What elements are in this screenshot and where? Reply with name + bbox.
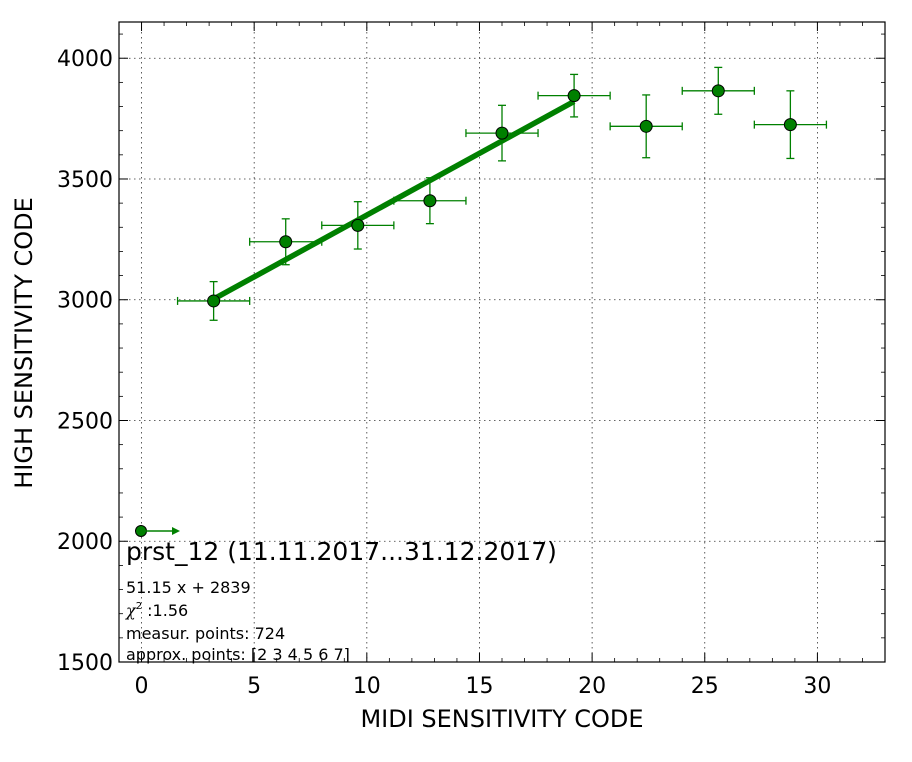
legend: prst_12 (11.11.2017...31.12.2017) 51.15 … [125,525,557,664]
legend-measur-points: measur. points: 724 [126,624,285,643]
legend-equation: 51.15 x + 2839 [126,578,251,597]
chi-symbol: χ [125,601,137,620]
legend-title: prst_12 (11.11.2017...31.12.2017) [126,537,557,566]
y-tick-label: 4000 [57,47,113,72]
fit-line [212,99,576,302]
data-point [783,118,797,132]
data-points [207,84,797,308]
data-point [279,235,293,249]
tick-labels: 0 5 10 15 20 25 30 1500 2000 2500 3000 3500 4000 [57,47,831,699]
data-point [567,89,581,103]
fit-line-layer [212,99,576,302]
x-tick-label: 20 [578,674,606,699]
grid [119,22,885,662]
y-axis-label: HIGH SENSITIVITY CODE [10,197,38,489]
legend-arrow-head [172,527,180,535]
data-point [207,294,221,308]
x-tick-label: 15 [465,674,493,699]
y-tick-label: 1500 [57,651,113,676]
data-point [423,194,437,208]
y-tick-label: 2000 [57,530,113,555]
legend-approx-points: approx. points: [2 3 4 5 6 7] [126,645,350,664]
data-point [711,84,725,98]
x-tick-label: 0 [135,674,149,699]
y-tick-label: 3500 [57,168,113,193]
legend-chi-squared: χ2 :1.56 [125,601,188,620]
x-tick-label: 5 [247,674,261,699]
chi-superscript: 2 [136,601,142,612]
axis-ticks [118,22,886,663]
y-tick-label: 3000 [57,289,113,314]
x-tick-label: 25 [691,674,719,699]
data-point [639,119,653,133]
y-tick-label: 2500 [57,409,113,434]
data-point [351,218,365,232]
chi-value: :1.56 [142,601,188,620]
x-tick-label: 10 [353,674,381,699]
data-point [495,126,509,140]
x-tick-label: 30 [803,674,831,699]
x-axis-label: MIDI SENSITIVITY CODE [360,705,643,733]
